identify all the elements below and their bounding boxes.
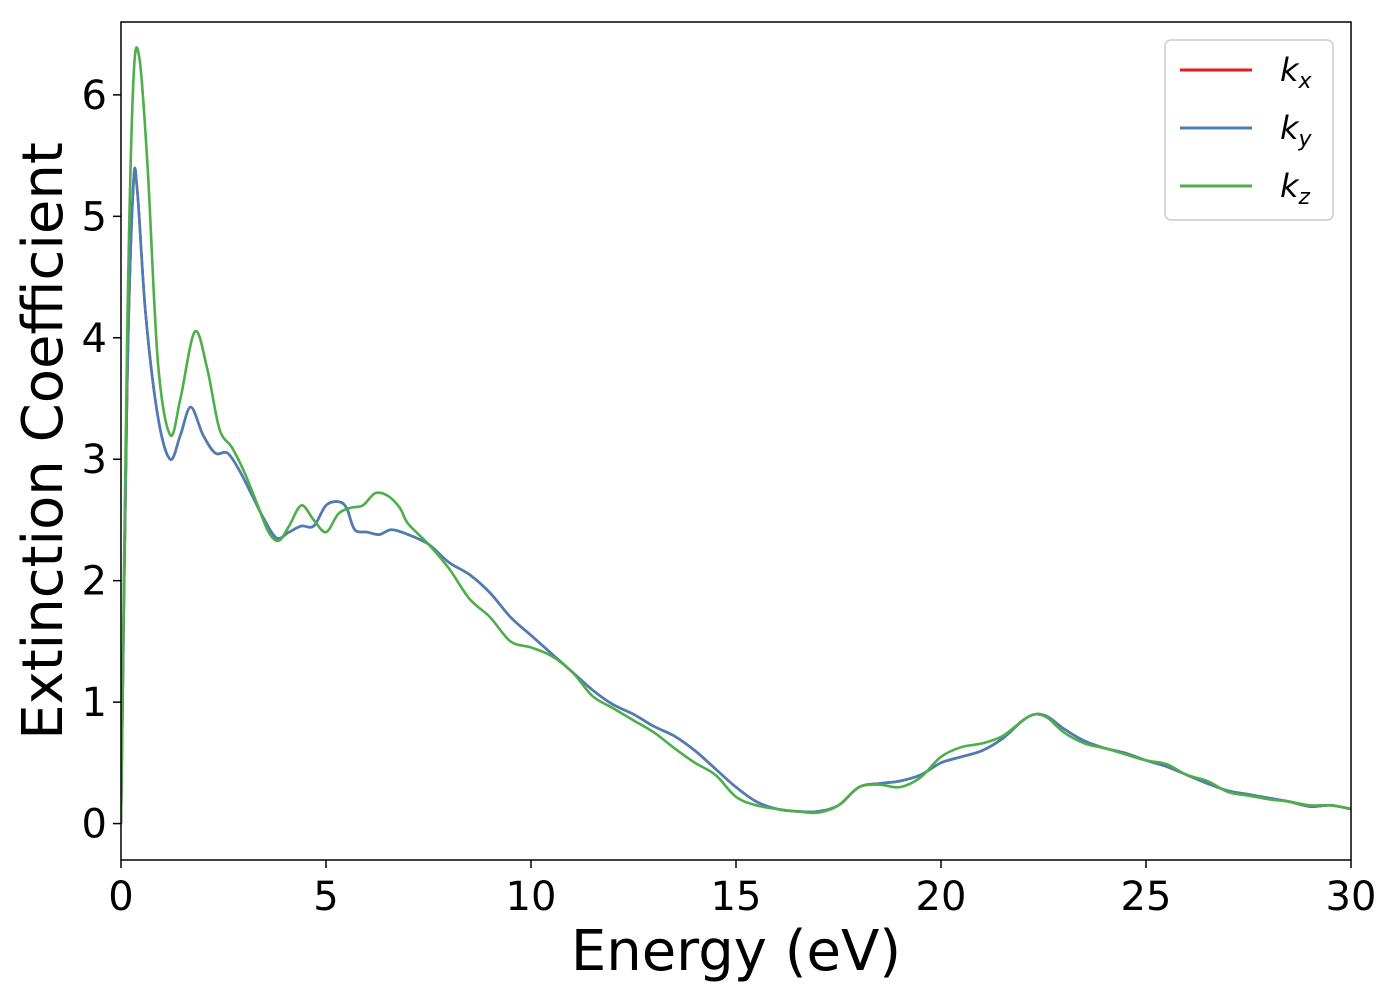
y-tick-label: 0 [82,802,107,848]
y-tick-label: 3 [82,437,107,483]
legend-label-kz: kz [1280,167,1311,210]
x-tick-label: 20 [916,874,967,920]
legend: kx ky kz [1164,39,1334,221]
legend-box [1164,39,1334,221]
y-tick-label: 4 [82,316,107,362]
x-tick-label: 0 [108,874,133,920]
y-tick-label: 5 [82,194,107,240]
legend-label-kx: kx [1280,51,1313,94]
x-axis: 0 5 10 15 20 25 30 [108,860,1376,920]
series-line-kx [121,166,1351,824]
x-tick-label: 15 [711,874,762,920]
series-line-ky [121,166,1351,824]
x-axis-title: Energy (eV) [571,919,901,984]
x-tick-label: 10 [506,874,557,920]
series-line-kz [121,46,1351,824]
x-tick-label: 30 [1326,874,1377,920]
y-tick-label: 2 [82,559,107,605]
x-tick-label: 5 [313,874,338,920]
y-axis: 0 1 2 3 4 5 6 [82,73,121,848]
y-axis-title: Extinction Coefficient [11,142,76,740]
y-tick-label: 6 [82,73,107,119]
y-tick-label: 1 [82,680,107,726]
legend-label-ky: ky [1280,109,1313,152]
x-tick-label: 25 [1121,874,1172,920]
series-layer [121,46,1351,824]
